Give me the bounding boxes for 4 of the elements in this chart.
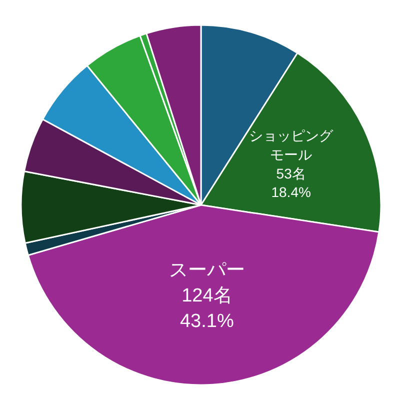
slice-label: ショッピングモール bbox=[249, 128, 334, 162]
slice-label: スーパー bbox=[168, 260, 245, 281]
data-label: 53名 18.4% bbox=[271, 165, 311, 200]
data-label: 124名 43.1% bbox=[180, 285, 234, 332]
